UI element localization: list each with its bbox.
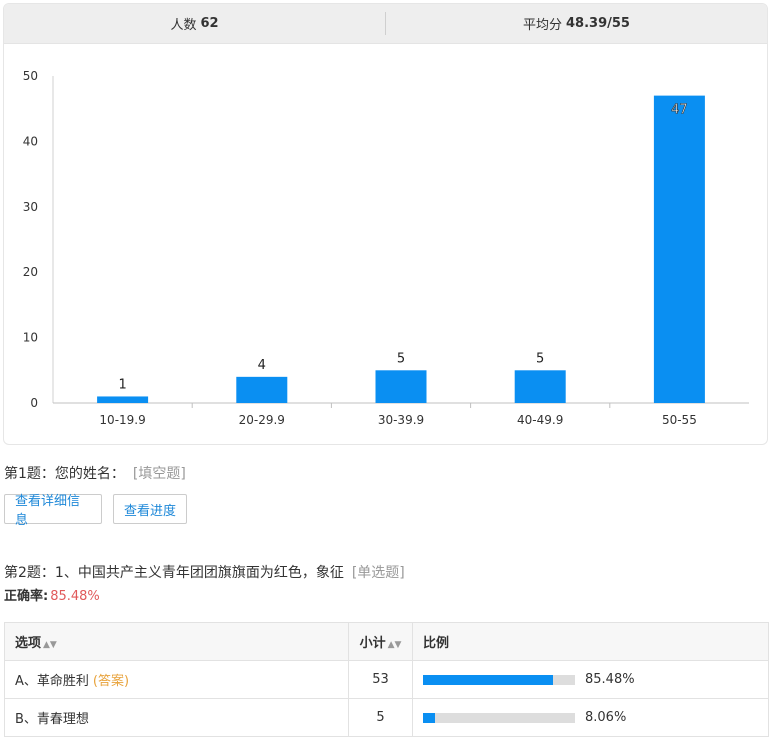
question-2-title: 第2题：1、中国共产主义青年团团旗旗面为红色，象征 [单选题]	[4, 562, 405, 582]
bar-value-label: 1	[118, 377, 126, 392]
bar-50-55	[653, 95, 705, 403]
header-ratio-label: 比例	[423, 636, 450, 651]
question-2-type: [单选题]	[351, 565, 405, 581]
table-header-row: 选项 ▲▼ 小计 ▲▼ 比例	[4, 622, 769, 661]
avg-label: 平均分	[523, 18, 563, 33]
x-tick-label: 30-39.9	[378, 413, 424, 427]
table-row: A、革命胜利 (答案) 53 85.48%	[4, 660, 769, 699]
header-divider	[385, 12, 386, 35]
score-distribution-chart: 0 10 20 30 40 50 1 10-19.9 4 20-29.9 5 30-39.9 5 40-4…	[23, 69, 749, 427]
header-count[interactable]: 小计 ▲▼	[348, 622, 413, 661]
y-tick-label: 10	[23, 331, 38, 345]
x-tick-label: 50-55	[662, 413, 697, 427]
ratio-bar-track	[423, 674, 575, 685]
ratio-label: 8.06%	[585, 710, 627, 725]
y-tick-label: 0	[30, 396, 38, 410]
people-label: 人数	[170, 18, 197, 33]
accuracy-label: 正确率:	[4, 589, 49, 604]
view-details-button[interactable]: 查看详细信息	[4, 494, 102, 528]
options-table: 选项 ▲▼ 小计 ▲▼ 比例 A、革命胜利 (答案) 53 85.48% B、青春理想…	[4, 622, 769, 737]
y-tick-label: 50	[23, 69, 38, 83]
header-count-label: 小计	[359, 636, 386, 651]
bar-30-39.9	[375, 370, 427, 403]
count-cell: 5	[348, 698, 413, 737]
people-count: 人数 62	[4, 4, 385, 43]
option-cell: B、青春理想	[4, 698, 349, 737]
bar-40-49.9	[514, 370, 566, 403]
score-stats-card: 人数 62 平均分 48.39/55 0 10 20 30 40 50 1 10-19.9 4 2…	[3, 3, 768, 445]
option-cell: A、革命胜利 (答案)	[4, 660, 349, 699]
accuracy-rate: 正确率: 85.48%	[4, 585, 100, 604]
avg-value: 48.39/55	[566, 16, 630, 31]
view-progress-button[interactable]: 查看进度	[113, 494, 187, 524]
header-ratio: 比例	[412, 622, 769, 661]
option-label: A、革命胜利	[15, 674, 89, 689]
x-tick-label: 40-49.9	[517, 413, 563, 427]
option-label: B、青春理想	[15, 712, 89, 727]
sort-icon[interactable]: ▲▼	[387, 640, 402, 650]
bar-20-29.9	[236, 376, 288, 403]
answer-tag: (答案)	[92, 674, 130, 689]
x-tick-label: 10-19.9	[99, 413, 145, 427]
ratio-bar-track	[423, 712, 575, 723]
ratio-cell: 85.48%	[412, 660, 769, 699]
ratio-label: 85.48%	[585, 672, 635, 687]
ratio-bar-fill	[423, 674, 553, 685]
bar-value-label: 47	[671, 103, 688, 118]
bar-value-label: 5	[536, 351, 544, 366]
sort-icon[interactable]: ▲▼	[43, 640, 57, 650]
y-tick-label: 30	[23, 200, 38, 214]
x-tick-label: 20-29.9	[239, 413, 285, 427]
bar-10-19.9	[97, 396, 149, 403]
question-2-text: 第2题：1、中国共产主义青年团团旗旗面为红色，象征	[4, 565, 344, 581]
header-option[interactable]: 选项 ▲▼	[4, 622, 349, 661]
bar-value-label: 5	[397, 351, 405, 366]
average-score: 平均分 48.39/55	[386, 4, 767, 43]
header-option-label: 选项	[15, 636, 42, 651]
stats-header: 人数 62 平均分 48.39/55	[4, 4, 767, 44]
people-value: 62	[200, 16, 219, 31]
y-tick-label: 20	[23, 265, 38, 279]
table-row: B、青春理想 5 8.06%	[4, 698, 769, 737]
question-1-text: 第1题：您的姓名：	[4, 466, 125, 482]
question-1-type: [填空题]	[132, 466, 186, 482]
ratio-bar-fill	[423, 712, 436, 723]
ratio-cell: 8.06%	[412, 698, 769, 737]
question-1-title: 第1题：您的姓名： [填空题]	[4, 463, 186, 483]
bar-value-label: 4	[258, 358, 266, 373]
count-cell: 53	[348, 660, 413, 699]
accuracy-value: 85.48%	[50, 589, 100, 604]
y-tick-label: 40	[23, 134, 38, 148]
